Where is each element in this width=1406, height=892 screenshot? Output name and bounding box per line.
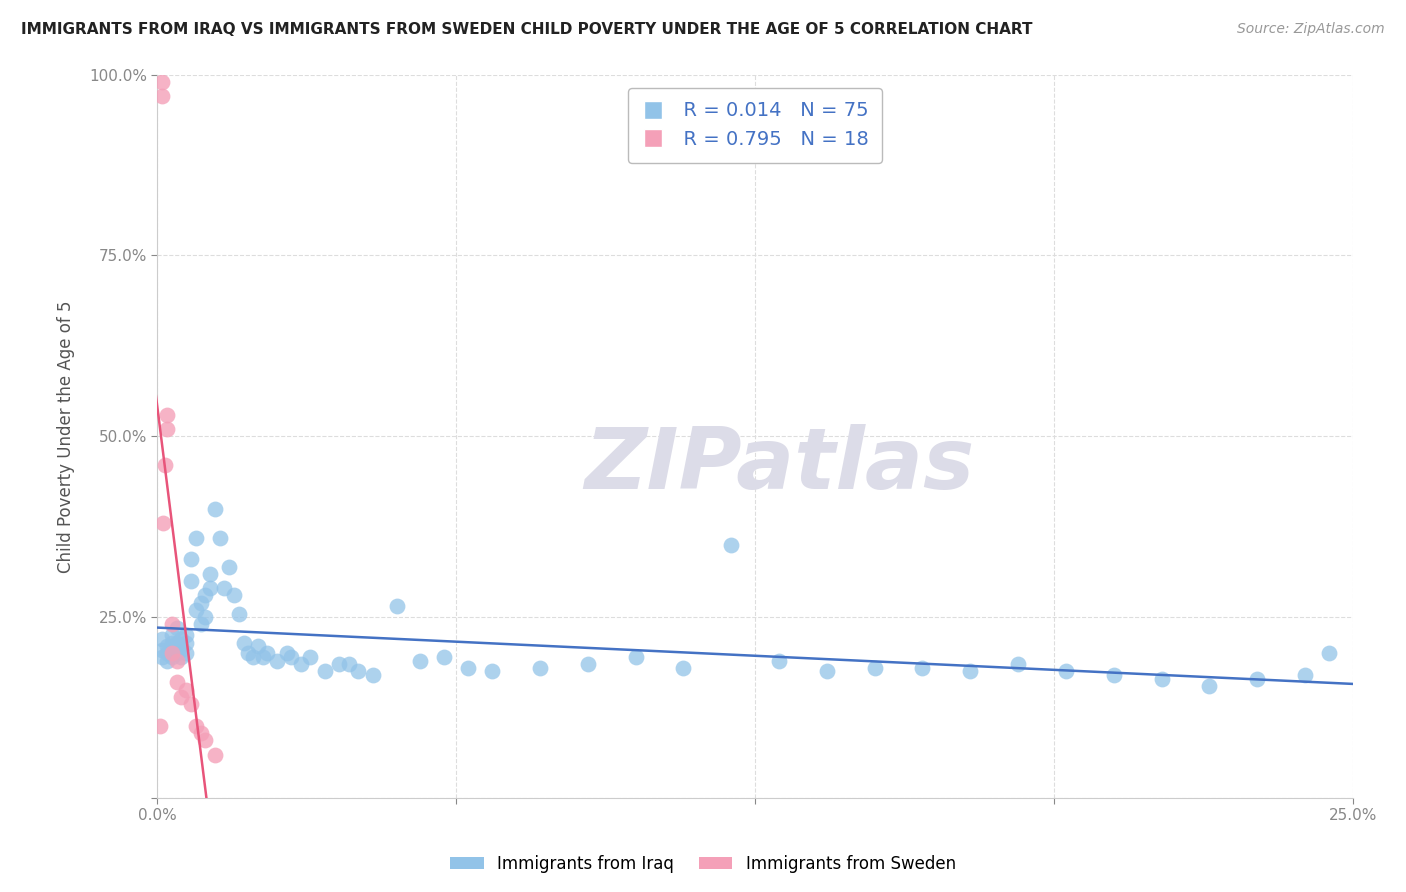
Point <box>815 665 838 679</box>
Point <box>170 650 193 665</box>
Point <box>170 642 193 657</box>
Point <box>529 661 551 675</box>
Point <box>218 559 240 574</box>
Point <box>198 566 221 581</box>
Point <box>160 628 183 642</box>
Point <box>170 690 193 704</box>
Point <box>166 675 188 690</box>
Point <box>361 668 384 682</box>
Point <box>166 635 188 649</box>
Text: ZIPatlas: ZIPatlas <box>583 424 974 507</box>
Point <box>314 665 336 679</box>
Point <box>228 607 250 621</box>
Point <box>299 650 322 665</box>
Point <box>194 610 217 624</box>
Point <box>959 665 981 679</box>
Point <box>246 639 269 653</box>
Point <box>156 654 179 668</box>
Point <box>1294 668 1316 682</box>
Point <box>1150 672 1173 686</box>
Point <box>150 642 173 657</box>
Point <box>1317 646 1340 660</box>
Point <box>1246 672 1268 686</box>
Point <box>433 650 456 665</box>
Point <box>214 581 236 595</box>
Point <box>180 697 202 711</box>
Point <box>184 719 207 733</box>
Point <box>280 650 302 665</box>
Point <box>194 733 217 747</box>
Point <box>242 650 264 665</box>
Point <box>166 646 188 660</box>
Point <box>190 726 212 740</box>
Point <box>150 89 173 103</box>
Point <box>150 632 173 646</box>
Point <box>180 552 202 566</box>
Text: IMMIGRANTS FROM IRAQ VS IMMIGRANTS FROM SWEDEN CHILD POVERTY UNDER THE AGE OF 5 : IMMIGRANTS FROM IRAQ VS IMMIGRANTS FROM … <box>21 22 1032 37</box>
Point <box>1198 679 1220 693</box>
Point <box>328 657 350 672</box>
Point <box>170 632 193 646</box>
Point <box>385 599 408 614</box>
Point <box>156 639 179 653</box>
Point <box>256 646 278 660</box>
Point <box>150 75 173 89</box>
Point <box>276 646 298 660</box>
Point <box>150 650 173 665</box>
Point <box>290 657 312 672</box>
Point <box>160 650 183 665</box>
Point <box>1007 657 1029 672</box>
Point <box>624 650 647 665</box>
Point <box>457 661 479 675</box>
Point <box>768 654 790 668</box>
Point <box>204 501 226 516</box>
Point <box>174 682 197 697</box>
Point <box>174 646 197 660</box>
Point <box>160 635 183 649</box>
Point <box>156 422 179 436</box>
Point <box>347 665 370 679</box>
Point <box>166 654 188 668</box>
Point <box>863 661 886 675</box>
Legend:   R = 0.014   N = 75,   R = 0.795   N = 18: R = 0.014 N = 75, R = 0.795 N = 18 <box>628 87 882 163</box>
Point <box>190 617 212 632</box>
Point <box>156 646 179 660</box>
Point <box>576 657 599 672</box>
Point <box>1102 668 1125 682</box>
Point <box>160 639 183 653</box>
Point <box>149 719 172 733</box>
Text: Source: ZipAtlas.com: Source: ZipAtlas.com <box>1237 22 1385 37</box>
Point <box>160 646 183 660</box>
Point <box>194 589 217 603</box>
Y-axis label: Child Poverty Under the Age of 5: Child Poverty Under the Age of 5 <box>58 300 75 573</box>
Point <box>174 628 197 642</box>
Point <box>252 650 274 665</box>
Point <box>672 661 695 675</box>
Point <box>180 574 202 588</box>
Point <box>409 654 432 668</box>
Point <box>208 531 231 545</box>
Point <box>198 581 221 595</box>
Point <box>1054 665 1077 679</box>
Point <box>481 665 503 679</box>
Point <box>166 621 188 635</box>
Point <box>184 603 207 617</box>
Point <box>232 635 254 649</box>
Point <box>266 654 288 668</box>
Point <box>204 747 226 762</box>
Point <box>190 596 212 610</box>
Point <box>222 589 245 603</box>
Point <box>911 661 934 675</box>
Point <box>184 531 207 545</box>
Point <box>238 646 260 660</box>
Point <box>160 617 183 632</box>
Legend: Immigrants from Iraq, Immigrants from Sweden: Immigrants from Iraq, Immigrants from Sw… <box>444 848 962 880</box>
Point <box>720 538 742 552</box>
Point <box>174 635 197 649</box>
Point <box>337 657 360 672</box>
Point <box>152 516 174 530</box>
Point <box>153 458 176 473</box>
Point <box>156 408 179 422</box>
Point <box>170 639 193 653</box>
